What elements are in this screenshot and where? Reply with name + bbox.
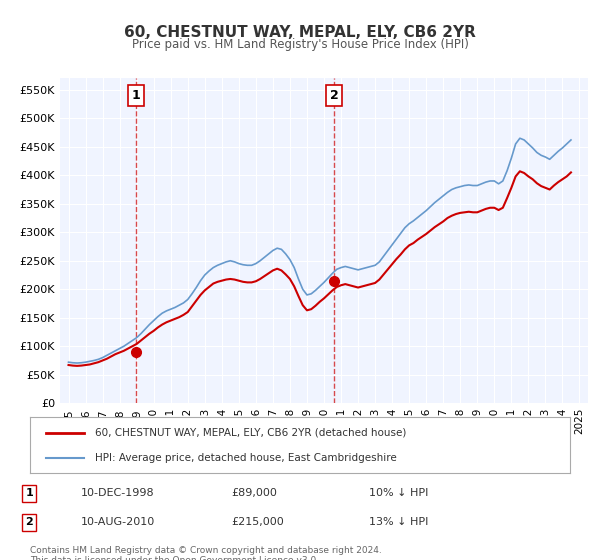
Text: £89,000: £89,000: [231, 488, 277, 498]
Text: 10-DEC-1998: 10-DEC-1998: [81, 488, 155, 498]
Text: 60, CHESTNUT WAY, MEPAL, ELY, CB6 2YR: 60, CHESTNUT WAY, MEPAL, ELY, CB6 2YR: [124, 25, 476, 40]
Text: 10% ↓ HPI: 10% ↓ HPI: [369, 488, 428, 498]
Text: 1: 1: [25, 488, 33, 498]
Text: 2: 2: [330, 89, 338, 102]
Text: 10-AUG-2010: 10-AUG-2010: [81, 517, 155, 527]
Text: 2: 2: [25, 517, 33, 527]
Text: Price paid vs. HM Land Registry's House Price Index (HPI): Price paid vs. HM Land Registry's House …: [131, 38, 469, 51]
Text: 1: 1: [131, 89, 140, 102]
Text: 13% ↓ HPI: 13% ↓ HPI: [369, 517, 428, 527]
Text: HPI: Average price, detached house, East Cambridgeshire: HPI: Average price, detached house, East…: [95, 452, 397, 463]
Text: Contains HM Land Registry data © Crown copyright and database right 2024.
This d: Contains HM Land Registry data © Crown c…: [30, 546, 382, 560]
Text: £215,000: £215,000: [231, 517, 284, 527]
Text: 60, CHESTNUT WAY, MEPAL, ELY, CB6 2YR (detached house): 60, CHESTNUT WAY, MEPAL, ELY, CB6 2YR (d…: [95, 428, 406, 438]
